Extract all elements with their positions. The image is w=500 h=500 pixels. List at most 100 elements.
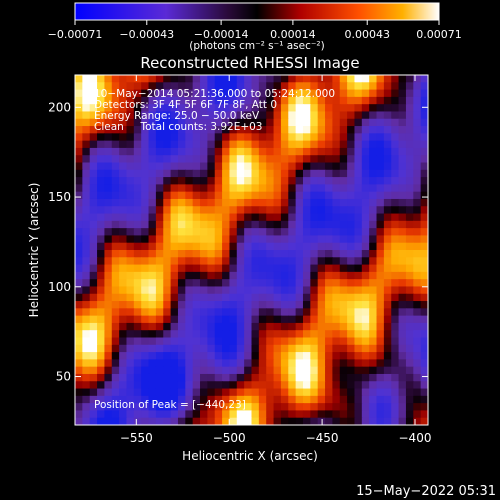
heatmap-cell — [280, 140, 289, 149]
heatmap-cell — [405, 395, 414, 404]
heatmap-cell — [288, 403, 297, 412]
heatmap-cell — [317, 322, 326, 331]
heatmap-cell — [405, 169, 414, 178]
heatmap-cell — [295, 381, 304, 390]
heatmap-cell — [97, 96, 106, 105]
heatmap-cell — [170, 301, 179, 309]
heatmap-cell — [170, 381, 179, 390]
heatmap-cell — [339, 417, 348, 425]
heatmap-cell — [317, 271, 326, 280]
heatmap-cell — [126, 155, 135, 164]
heatmap-cell — [170, 198, 179, 207]
heatmap-cell — [229, 359, 238, 368]
heatmap-cell — [141, 315, 150, 324]
heatmap-cell — [295, 373, 304, 382]
heatmap-cell — [405, 177, 414, 185]
heatmap-cell — [251, 344, 260, 353]
heatmap-cell — [126, 96, 135, 105]
heatmap-cell — [317, 395, 326, 404]
heatmap-cell — [361, 279, 370, 288]
heatmap-cell — [302, 147, 311, 156]
heatmap-cell — [369, 395, 378, 404]
heatmap-cell — [251, 228, 260, 237]
heatmap-cell — [398, 359, 407, 368]
heatmap-cell — [391, 169, 400, 178]
heatmap-cell — [273, 279, 282, 288]
heatmap-cell — [347, 104, 356, 113]
heatmap-cell — [229, 271, 238, 280]
heatmap-cell — [354, 147, 363, 156]
heatmap-cell — [405, 344, 414, 353]
heatmap-cell — [163, 220, 172, 229]
heatmap-cell — [229, 381, 238, 390]
heatmap-cell — [111, 169, 120, 178]
heatmap-cell — [111, 250, 120, 258]
heatmap-cell — [244, 82, 253, 91]
heatmap-cell — [104, 162, 113, 171]
heatmap-cell — [361, 75, 370, 83]
heatmap-cell — [361, 271, 370, 280]
heatmap-cell — [332, 373, 341, 382]
heatmap-cell — [295, 133, 304, 142]
heatmap-cell — [391, 279, 400, 288]
heatmap-cell — [280, 308, 289, 317]
heatmap-cell — [266, 250, 275, 258]
heatmap-cell — [391, 162, 400, 171]
heatmap-cell — [295, 293, 304, 302]
heatmap-cell — [288, 147, 297, 156]
heatmap-cell — [163, 293, 172, 302]
heatmap-cell — [310, 344, 319, 353]
heatmap-cell — [405, 359, 414, 368]
heatmap-cell — [295, 89, 304, 98]
heatmap-cell — [75, 250, 83, 258]
heatmap-cell — [97, 286, 106, 295]
heatmap-cell — [361, 118, 370, 127]
heatmap-cell — [310, 308, 319, 317]
heatmap-cell — [75, 337, 83, 346]
heatmap-cell — [325, 206, 333, 215]
heatmap-cell — [302, 257, 311, 266]
heatmap-cell — [192, 366, 201, 375]
heatmap-cell — [82, 242, 91, 251]
heatmap-cell — [97, 344, 106, 353]
colorbar-tick-label: 0.00071 — [416, 28, 462, 41]
heatmap-cell — [369, 82, 378, 91]
heatmap-cell — [155, 147, 164, 156]
heatmap-cell — [163, 366, 172, 375]
heatmap-cell — [89, 322, 98, 331]
heatmap-cell — [332, 75, 341, 83]
heatmap-cell — [369, 250, 378, 258]
heatmap-cell — [75, 279, 83, 288]
heatmap-cell — [266, 337, 275, 346]
heatmap-cell — [398, 118, 407, 127]
heatmap-cell — [119, 177, 128, 185]
heatmap-cell — [420, 337, 428, 346]
colorbar-tick-label: 0.00014 — [270, 28, 316, 41]
heatmap-cell — [104, 242, 113, 251]
heatmap-cell — [170, 308, 179, 317]
heatmap-cell — [148, 220, 157, 229]
heatmap-cell — [148, 169, 157, 178]
heatmap-cell — [398, 191, 407, 200]
heatmap-cell — [236, 293, 245, 302]
heatmap-cell — [391, 140, 400, 149]
heatmap-cell — [258, 257, 267, 266]
heatmap-cell — [413, 352, 422, 360]
heatmap-cell — [251, 96, 260, 105]
heatmap-cell — [222, 147, 231, 156]
heatmap-cell — [420, 162, 428, 171]
heatmap-cell — [244, 337, 253, 346]
heatmap-cell — [280, 155, 289, 164]
heatmap-cell — [413, 133, 422, 142]
heatmap-cell — [133, 403, 142, 412]
heatmap-cell — [214, 279, 223, 288]
heatmap-cell — [258, 96, 267, 105]
heatmap-cell — [405, 337, 414, 346]
heatmap-cell — [200, 118, 208, 127]
heatmap-cell — [236, 228, 245, 237]
heatmap-cell — [280, 373, 289, 382]
heatmap-cell — [185, 315, 194, 324]
heatmap-cell — [302, 213, 311, 222]
heatmap-cell — [339, 118, 348, 127]
heatmap-cell — [295, 279, 304, 288]
